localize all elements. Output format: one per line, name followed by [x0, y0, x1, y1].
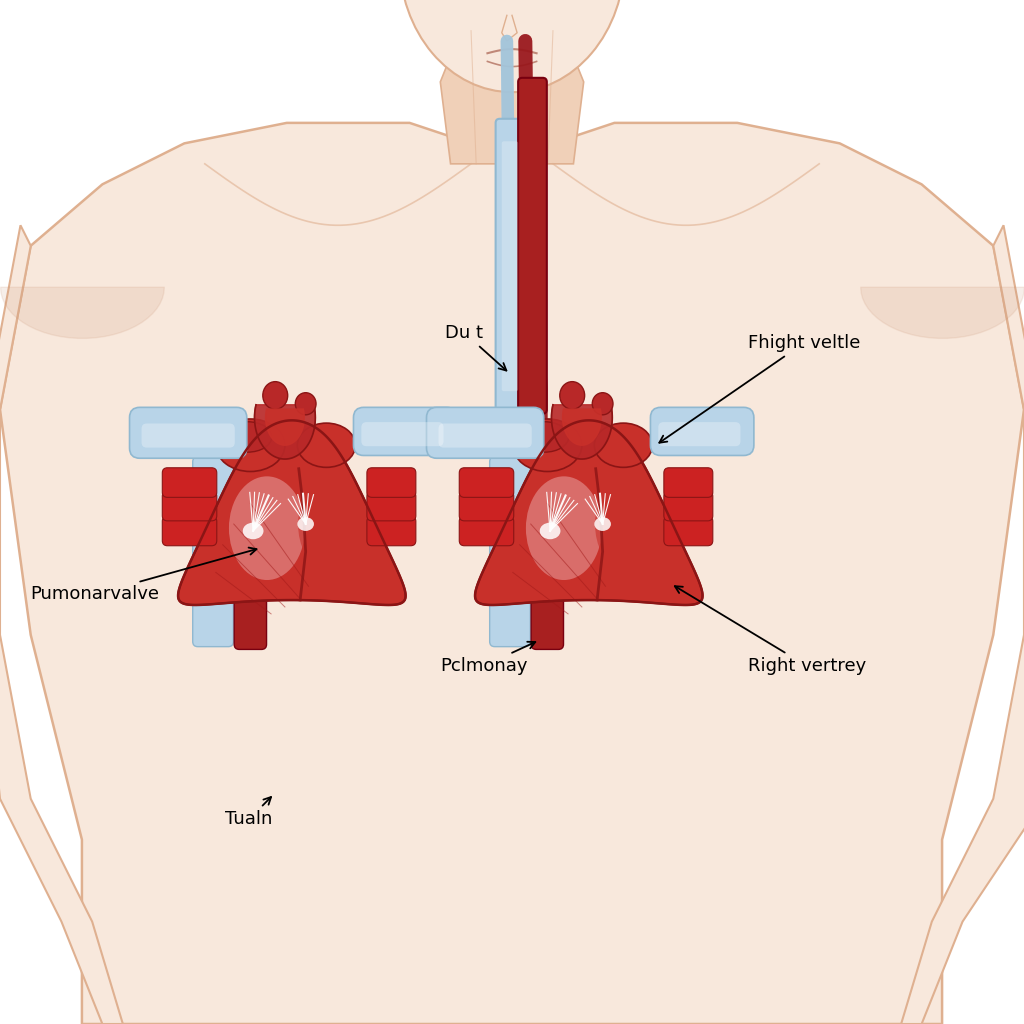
Polygon shape [552, 404, 612, 459]
FancyBboxPatch shape [502, 141, 518, 391]
Polygon shape [265, 409, 304, 445]
Ellipse shape [560, 382, 585, 410]
FancyBboxPatch shape [141, 424, 234, 447]
Ellipse shape [297, 423, 355, 467]
Ellipse shape [513, 419, 582, 471]
FancyBboxPatch shape [193, 457, 233, 647]
Polygon shape [440, 20, 584, 164]
FancyBboxPatch shape [664, 468, 713, 498]
Polygon shape [255, 404, 315, 459]
Polygon shape [562, 409, 601, 445]
Polygon shape [178, 420, 406, 605]
FancyBboxPatch shape [162, 468, 217, 498]
Text: Right vertrey: Right vertrey [675, 586, 865, 675]
Ellipse shape [295, 392, 316, 415]
Polygon shape [475, 420, 702, 605]
Ellipse shape [223, 422, 271, 453]
Polygon shape [0, 225, 123, 1024]
Ellipse shape [298, 482, 346, 565]
Polygon shape [0, 123, 1024, 1024]
FancyBboxPatch shape [438, 424, 531, 447]
Polygon shape [901, 225, 1024, 1024]
Ellipse shape [592, 392, 613, 415]
FancyBboxPatch shape [129, 408, 247, 459]
FancyBboxPatch shape [664, 516, 713, 546]
FancyBboxPatch shape [658, 422, 740, 446]
Ellipse shape [297, 517, 314, 530]
Text: Du t: Du t [445, 324, 507, 371]
Text: Pumonarvalve: Pumonarvalve [31, 548, 256, 603]
FancyBboxPatch shape [361, 422, 443, 446]
FancyBboxPatch shape [459, 468, 514, 498]
FancyBboxPatch shape [496, 119, 526, 414]
Ellipse shape [594, 423, 652, 467]
FancyBboxPatch shape [353, 408, 457, 456]
Text: Pclmonay: Pclmonay [440, 642, 536, 675]
FancyBboxPatch shape [650, 408, 754, 456]
Ellipse shape [540, 522, 560, 540]
Ellipse shape [216, 419, 285, 471]
Ellipse shape [263, 382, 288, 410]
FancyBboxPatch shape [162, 516, 217, 546]
Text: Fhight veltle: Fhight veltle [659, 334, 860, 442]
Ellipse shape [526, 476, 602, 580]
Ellipse shape [229, 476, 305, 580]
FancyBboxPatch shape [367, 468, 416, 498]
FancyBboxPatch shape [162, 492, 217, 521]
FancyBboxPatch shape [531, 453, 563, 649]
Ellipse shape [520, 422, 568, 453]
FancyBboxPatch shape [489, 457, 530, 647]
Ellipse shape [594, 517, 611, 530]
FancyBboxPatch shape [234, 453, 266, 649]
Ellipse shape [595, 482, 643, 565]
Text: Tualn: Tualn [225, 797, 272, 828]
Ellipse shape [243, 522, 263, 540]
FancyBboxPatch shape [664, 492, 713, 521]
FancyBboxPatch shape [459, 516, 514, 546]
FancyBboxPatch shape [459, 492, 514, 521]
FancyBboxPatch shape [518, 78, 547, 414]
FancyBboxPatch shape [367, 492, 416, 521]
Ellipse shape [399, 0, 625, 92]
FancyBboxPatch shape [367, 516, 416, 546]
FancyBboxPatch shape [426, 408, 544, 459]
